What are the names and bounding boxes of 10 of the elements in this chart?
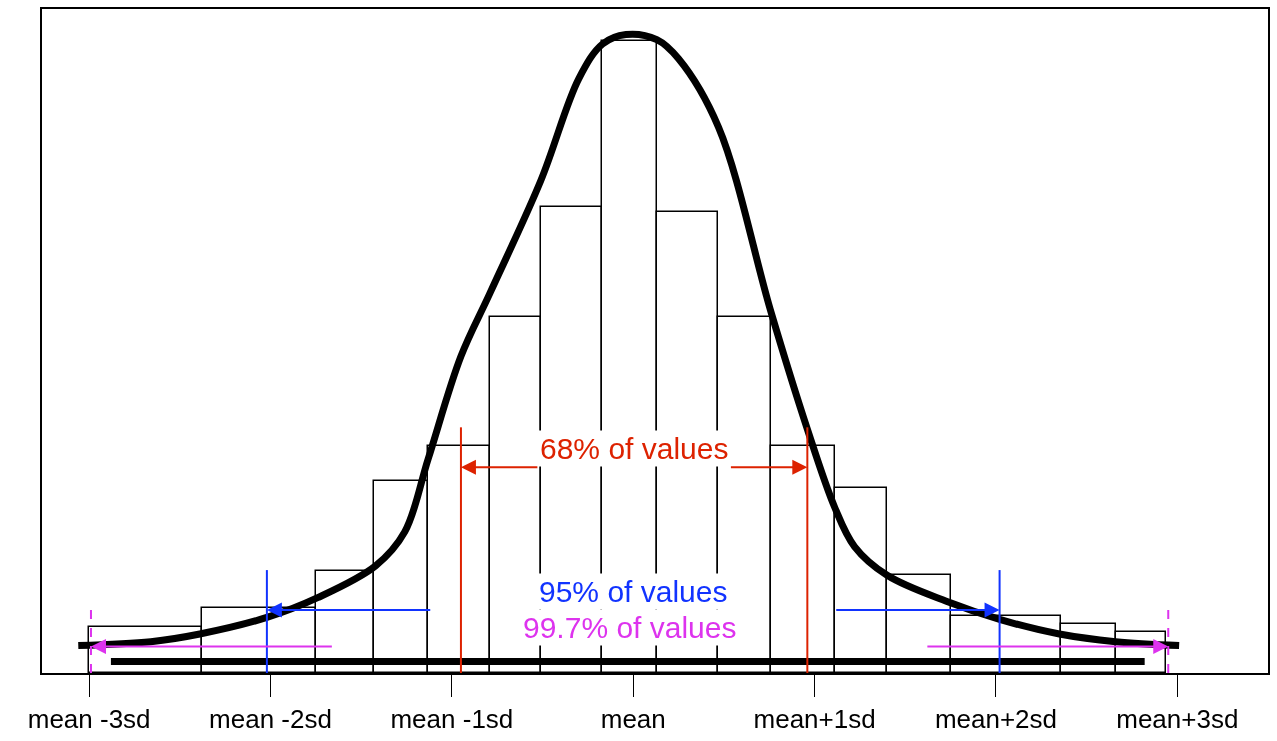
x-tick-label: mean -1sd xyxy=(390,703,514,734)
x-tick-label: mean+3sd xyxy=(1116,703,1239,734)
annotation: 99.7% of values xyxy=(523,611,737,644)
x-tick-label: mean+2sd xyxy=(934,703,1058,734)
annotation: 95% of values xyxy=(539,575,728,608)
x-tick-label: mean -2sd xyxy=(209,703,332,734)
x-tick-label: mean xyxy=(600,703,666,734)
x-tick-label: mean -3sd xyxy=(27,703,151,734)
x-tick-label: mean+1sd xyxy=(753,703,876,734)
annotation: 68% of values xyxy=(540,432,729,465)
